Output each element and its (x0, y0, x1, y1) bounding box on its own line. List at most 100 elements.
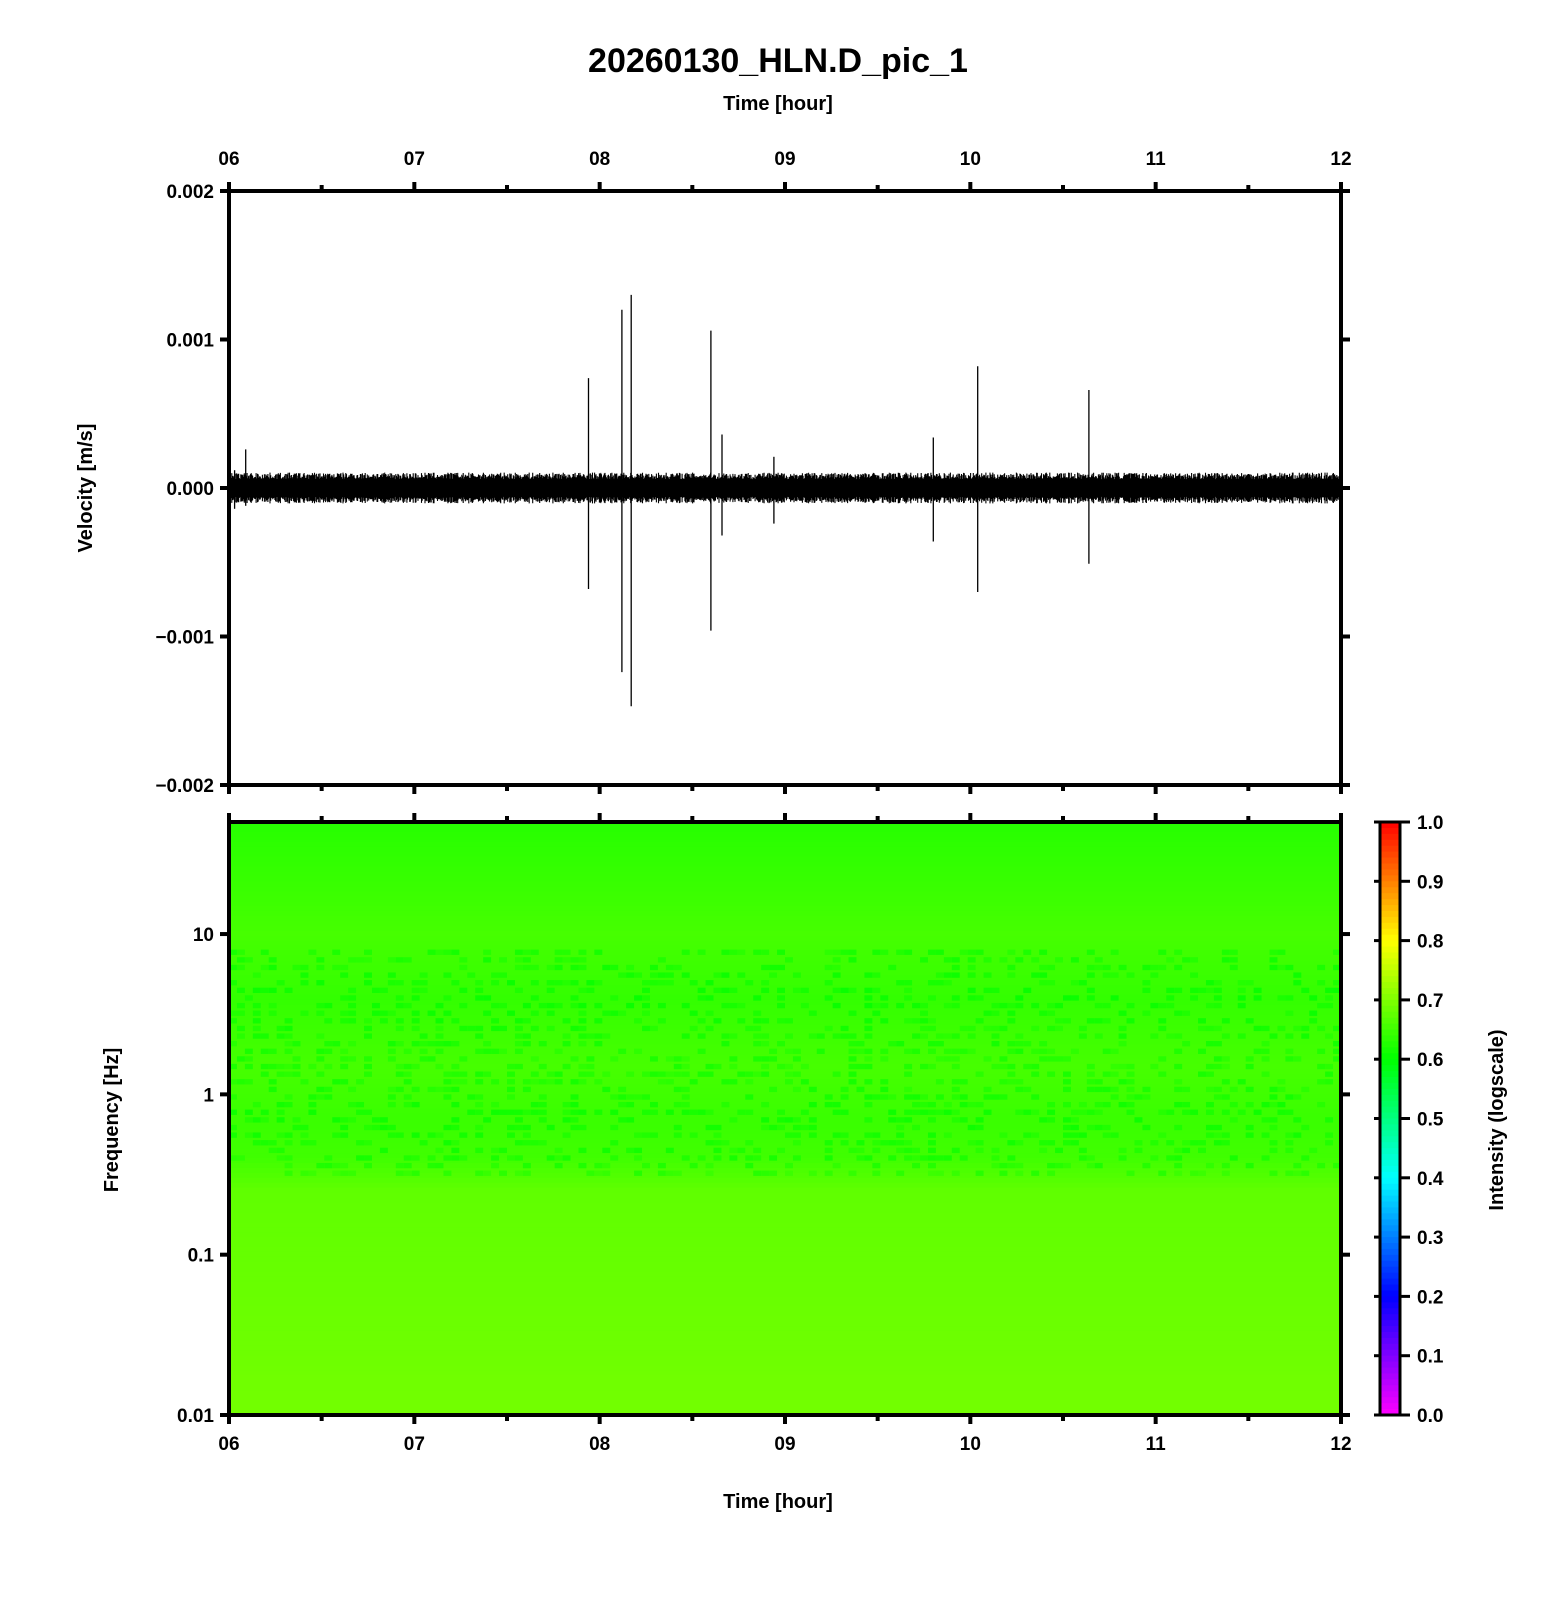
spectrogram-cell (348, 987, 357, 994)
spectrogram-cell (705, 1124, 714, 1131)
spectrogram-cell (514, 1063, 523, 1070)
spectrogram-cell (832, 1071, 841, 1077)
colorbar-step (1380, 1100, 1400, 1108)
spectrogram-cell (713, 1147, 722, 1154)
spectrogram-cell (626, 1071, 635, 1077)
spectrogram-band (229, 1375, 1341, 1382)
spectrogram-cell (1174, 1079, 1183, 1085)
spectrogram-cell (864, 1033, 873, 1039)
spectrogram-cell (824, 1025, 833, 1032)
spectrogram-cell (1182, 1109, 1191, 1115)
spectrogram-cell (570, 1002, 579, 1009)
spectrogram-cell (371, 1117, 380, 1123)
spectrogram-cell (284, 1063, 293, 1070)
spectrogram-cell (975, 1147, 984, 1154)
spectrogram-cell (951, 1109, 960, 1115)
spectrogram-cell (745, 1079, 754, 1085)
spectrogram-cell (1261, 1101, 1270, 1108)
spectrogram-cell (1190, 1170, 1199, 1176)
spectrogram-cell (570, 1056, 579, 1062)
spectrogram-cell (888, 1140, 897, 1146)
spectrogram-cell (284, 1170, 293, 1176)
spectrogram-cell (1182, 1086, 1191, 1093)
spectrogram-cell (912, 1094, 921, 1100)
spectrogram-cell (983, 1025, 992, 1032)
colorbar-step (1380, 1260, 1400, 1268)
spectrogram-cell (427, 1155, 436, 1161)
spectrogram-cell (721, 1041, 730, 1047)
spectrogram-cell (681, 1056, 690, 1062)
spectrogram-band (229, 915, 1341, 922)
colorbar-step (1380, 1076, 1400, 1084)
spectrogram-cell (387, 1094, 396, 1100)
spectrogram-cell (959, 1155, 968, 1161)
spectrogram-cell (260, 1033, 269, 1039)
spectrogram-cell (904, 987, 913, 994)
spectrogram-cell (1309, 995, 1318, 1001)
spectrogram-cell (896, 1002, 905, 1009)
spectrogram-cell (1198, 987, 1206, 994)
colorbar-step (1380, 1029, 1400, 1037)
spectrogram-cell (904, 1140, 913, 1146)
spectrogram-cell (697, 1109, 706, 1115)
spectrogram-cell (522, 1041, 531, 1047)
spectrogram-cell (229, 980, 237, 986)
spectrogram-cell (451, 1140, 460, 1146)
spectrogram-cell (292, 964, 301, 971)
spectrogram-cell (514, 949, 523, 955)
spectrogram-cell (1261, 1155, 1270, 1161)
spectrogram-cell (340, 972, 349, 978)
spectrogram-cell (1158, 964, 1167, 971)
spectrogram-cell (348, 1002, 357, 1009)
spectrogram-cell (777, 1063, 785, 1070)
spectrogram-cell (268, 1147, 277, 1154)
spectrogram-cell (1245, 1018, 1254, 1024)
spectrogram-cell (665, 1079, 674, 1085)
colorbar-step (1380, 976, 1400, 983)
spectrogram-cell (737, 1147, 746, 1154)
spectrogram-band (229, 876, 1341, 882)
spectrogram-cell (800, 1124, 809, 1131)
spectrogram-cell (483, 1117, 492, 1123)
spectrogram-cell (1055, 1162, 1063, 1169)
spectrogram-cell (387, 1056, 396, 1062)
spectrogram-band (229, 975, 1341, 981)
spectrogram-cell (705, 1063, 714, 1070)
spectrogram-cell (785, 1063, 793, 1070)
spectrogram-band (229, 906, 1341, 912)
spectrogram-cell (292, 1041, 301, 1047)
spectrogram-band (229, 1207, 1341, 1213)
spectrogram-cell (848, 957, 857, 963)
spectrogram-cell (229, 1079, 237, 1085)
spectrogram-cell (920, 1033, 928, 1039)
spectrogram-cell (1213, 1140, 1222, 1146)
spectrogram-cell (1317, 964, 1326, 971)
spectrogram-cell (904, 1048, 913, 1054)
spectrogram-cell (244, 1132, 253, 1138)
spectrogram-cell (395, 957, 404, 963)
spectrogram-cell (872, 987, 881, 994)
spectrogram-cell (848, 1170, 857, 1176)
colorbar-step (1380, 1005, 1400, 1013)
spectrogram-band (229, 1202, 1341, 1209)
spectrogram-cell (1047, 1025, 1056, 1032)
spectrogram-cell (1126, 1071, 1135, 1077)
spectrogram-cell (435, 1025, 444, 1032)
spectrogram-cell (300, 1132, 309, 1138)
spectrogram-cell (967, 1101, 976, 1108)
spectrogram-cell (935, 980, 944, 986)
spectrogram-cell (1063, 1132, 1071, 1138)
spectrogram-band (229, 881, 1341, 887)
spectrogram-band (229, 871, 1341, 877)
spectrogram-cell (673, 1132, 682, 1138)
spectrogram-cell (1023, 1132, 1032, 1138)
spectrogram-cell (451, 1086, 460, 1093)
spectrogram-cell (681, 1086, 690, 1093)
spectrogram-cell (459, 987, 468, 994)
spectrogram-cell (721, 987, 730, 994)
spectrogram-cell (300, 972, 309, 978)
spectrogram-cell (1198, 1147, 1206, 1154)
spectrogram-cell (1142, 1010, 1151, 1016)
spectrogram-cell (332, 1132, 341, 1138)
spectrogram-cell (1317, 1002, 1326, 1009)
